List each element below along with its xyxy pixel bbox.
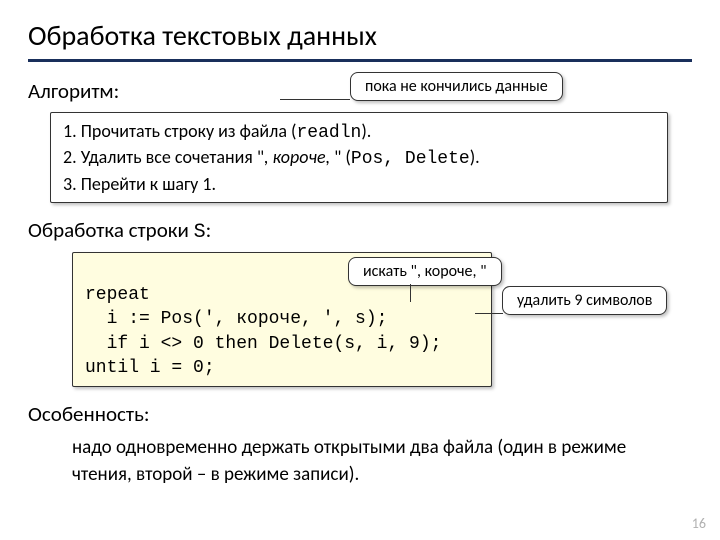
- alg-line-2: 2. Удалить все сочетания ", короче, " (P…: [63, 145, 655, 171]
- alg2-code: Pos, Delete: [351, 149, 470, 169]
- callout-until-data: пока не кончились данные: [350, 72, 563, 101]
- title-rule: [28, 59, 692, 62]
- algorithm-panel: 1. Прочитать строку из файла (readln). 2…: [50, 112, 668, 203]
- callout-search: искать ", короче, ": [348, 257, 502, 286]
- alg1-post: ).: [361, 120, 371, 142]
- alg2-pre: 2. Удалить все сочетания ": [63, 146, 264, 168]
- alg-line-3: 3. Перейти к шагу 1.: [63, 172, 655, 196]
- alg2-italic: , короче,: [264, 146, 334, 168]
- callout-line-3: [475, 313, 503, 314]
- sub2-a: Обработка строки: [28, 217, 194, 243]
- page-number: 16: [692, 515, 706, 532]
- code-l2: i := Pos(', короче, ', s);: [85, 309, 387, 329]
- code-l4: until i = 0;: [85, 358, 215, 378]
- sub2-b: S: [194, 221, 206, 244]
- callout-line-2: [410, 284, 411, 302]
- subhead-feature: Особенность:: [28, 401, 692, 427]
- callout-delete: удалить 9 символов: [502, 286, 667, 315]
- alg1-code: readln: [297, 123, 362, 143]
- feature-text: надо одновременно держать открытыми два …: [72, 435, 672, 488]
- sub2-c: :: [206, 217, 212, 243]
- alg2-post: ).: [470, 146, 480, 168]
- page-title: Обработка текстовых данных: [28, 18, 692, 59]
- alg2-mid: " (: [334, 146, 351, 168]
- callout-line-1: [280, 99, 350, 100]
- alg-line-1: 1. Прочитать строку из файла (readln).: [63, 119, 655, 145]
- subhead-process: Обработка строки S:: [28, 217, 692, 244]
- code-l1: repeat: [85, 285, 150, 305]
- alg1-pre: 1. Прочитать строку из файла (: [63, 120, 297, 142]
- code-l3: if i <> 0 then Delete(s, i, 9);: [85, 334, 441, 354]
